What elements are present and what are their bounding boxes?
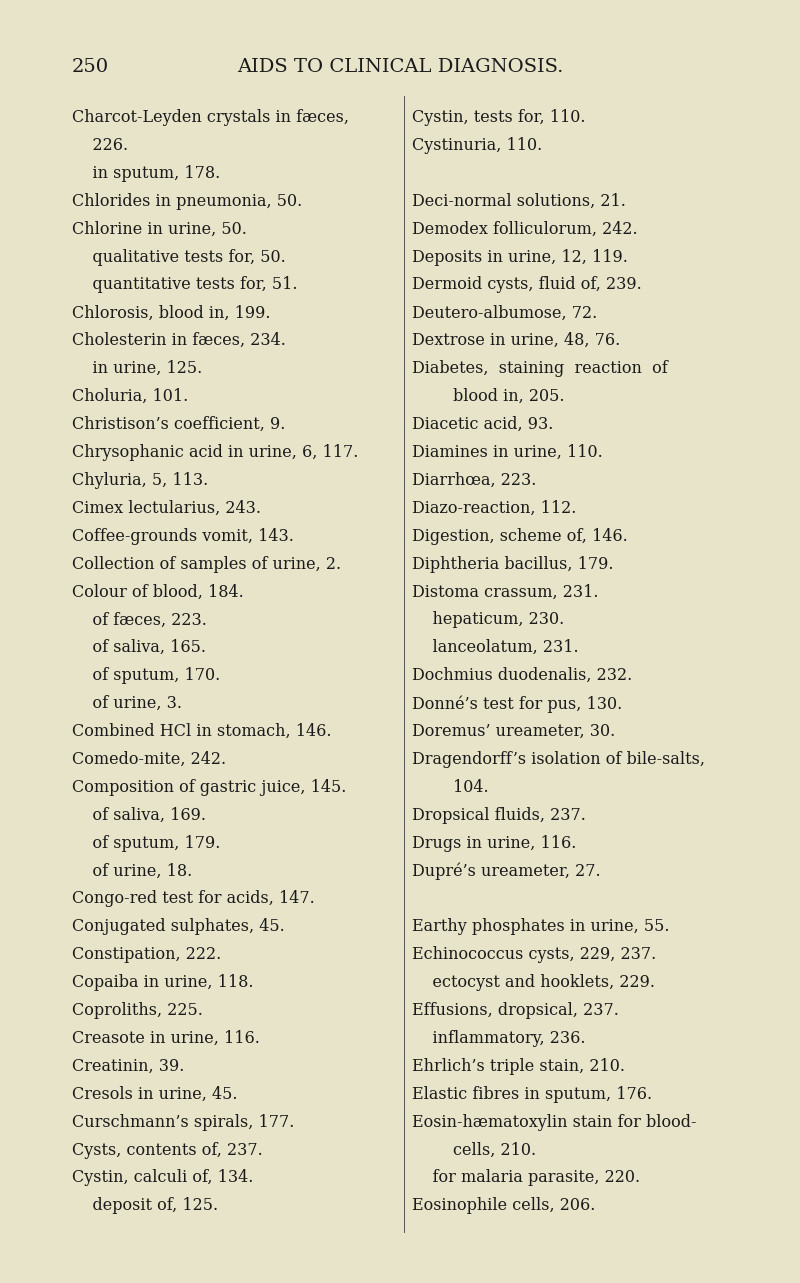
Text: Distoma crassum, 231.: Distoma crassum, 231. xyxy=(412,584,598,600)
Text: in sputum, 178.: in sputum, 178. xyxy=(72,164,220,182)
Text: qualitative tests for, 50.: qualitative tests for, 50. xyxy=(72,249,286,266)
Text: Charcot-Leyden crystals in fæces,: Charcot-Leyden crystals in fæces, xyxy=(72,109,349,126)
Text: ectocyst and hooklets, 229.: ectocyst and hooklets, 229. xyxy=(412,974,655,992)
Text: blood in, 205.: blood in, 205. xyxy=(412,387,565,405)
Text: Cystinuria, 110.: Cystinuria, 110. xyxy=(412,137,542,154)
Text: 250: 250 xyxy=(72,58,109,76)
Text: quantitative tests for, 51.: quantitative tests for, 51. xyxy=(72,277,298,294)
Text: Deci-normal solutions, 21.: Deci-normal solutions, 21. xyxy=(412,192,626,210)
Text: Digestion, scheme of, 146.: Digestion, scheme of, 146. xyxy=(412,527,628,545)
Text: Dextrose in urine, 48, 76.: Dextrose in urine, 48, 76. xyxy=(412,332,620,349)
Text: Diabetes,  staining  reaction  of: Diabetes, staining reaction of xyxy=(412,361,668,377)
Text: Christison’s coefficient, 9.: Christison’s coefficient, 9. xyxy=(72,416,286,434)
Text: Drugs in urine, 116.: Drugs in urine, 116. xyxy=(412,834,576,852)
Text: Eosin-hæmatoxylin stain for blood-: Eosin-hæmatoxylin stain for blood- xyxy=(412,1114,697,1130)
Text: Ehrlich’s triple stain, 210.: Ehrlich’s triple stain, 210. xyxy=(412,1057,625,1075)
Text: Chrysophanic acid in urine, 6, 117.: Chrysophanic acid in urine, 6, 117. xyxy=(72,444,358,461)
Text: Coffee-grounds vomit, 143.: Coffee-grounds vomit, 143. xyxy=(72,527,294,545)
Text: Composition of gastric juice, 145.: Composition of gastric juice, 145. xyxy=(72,779,346,795)
Text: Dermoid cysts, fluid of, 239.: Dermoid cysts, fluid of, 239. xyxy=(412,277,642,294)
Text: Chlorosis, blood in, 199.: Chlorosis, blood in, 199. xyxy=(72,304,270,322)
Text: Donné’s test for pus, 130.: Donné’s test for pus, 130. xyxy=(412,695,622,712)
Text: Congo-red test for acids, 147.: Congo-red test for acids, 147. xyxy=(72,890,314,907)
Text: 104.: 104. xyxy=(412,779,489,795)
Text: Dochmius duodenalis, 232.: Dochmius duodenalis, 232. xyxy=(412,667,632,684)
Text: Creasote in urine, 116.: Creasote in urine, 116. xyxy=(72,1030,260,1047)
Text: Diamines in urine, 110.: Diamines in urine, 110. xyxy=(412,444,602,461)
Text: Eosinophile cells, 206.: Eosinophile cells, 206. xyxy=(412,1197,595,1215)
Text: of sputum, 179.: of sputum, 179. xyxy=(72,834,220,852)
Text: Cystin, calculi of, 134.: Cystin, calculi of, 134. xyxy=(72,1169,254,1187)
Text: Elastic fibres in sputum, 176.: Elastic fibres in sputum, 176. xyxy=(412,1085,652,1103)
Text: Diazo-reaction, 112.: Diazo-reaction, 112. xyxy=(412,499,576,517)
Text: Comedo-mite, 242.: Comedo-mite, 242. xyxy=(72,751,226,769)
Text: of saliva, 169.: of saliva, 169. xyxy=(72,807,206,824)
Text: inflammatory, 236.: inflammatory, 236. xyxy=(412,1030,586,1047)
Text: deposit of, 125.: deposit of, 125. xyxy=(72,1197,218,1215)
Text: Cholesterin in fæces, 234.: Cholesterin in fæces, 234. xyxy=(72,332,286,349)
Text: of urine, 3.: of urine, 3. xyxy=(72,695,182,712)
Text: of saliva, 165.: of saliva, 165. xyxy=(72,639,206,657)
Text: of urine, 18.: of urine, 18. xyxy=(72,862,192,880)
Text: hepaticum, 230.: hepaticum, 230. xyxy=(412,611,564,629)
Text: Coproliths, 225.: Coproliths, 225. xyxy=(72,1002,203,1019)
Text: Chlorides in pneumonia, 50.: Chlorides in pneumonia, 50. xyxy=(72,192,302,210)
Text: Cimex lectularius, 243.: Cimex lectularius, 243. xyxy=(72,499,261,517)
Text: Creatinin, 39.: Creatinin, 39. xyxy=(72,1057,184,1075)
Text: Cresols in urine, 45.: Cresols in urine, 45. xyxy=(72,1085,238,1103)
Text: lanceolatum, 231.: lanceolatum, 231. xyxy=(412,639,578,657)
Text: Chyluria, 5, 113.: Chyluria, 5, 113. xyxy=(72,472,208,489)
Text: Echinococcus cysts, 229, 237.: Echinococcus cysts, 229, 237. xyxy=(412,946,656,964)
Text: Constipation, 222.: Constipation, 222. xyxy=(72,946,222,964)
Text: Cysts, contents of, 237.: Cysts, contents of, 237. xyxy=(72,1142,262,1159)
Text: Chlorine in urine, 50.: Chlorine in urine, 50. xyxy=(72,221,247,237)
Text: Combined HCl in stomach, 146.: Combined HCl in stomach, 146. xyxy=(72,722,331,740)
Text: Deutero-albumose, 72.: Deutero-albumose, 72. xyxy=(412,304,598,322)
Text: Diphtheria bacillus, 179.: Diphtheria bacillus, 179. xyxy=(412,556,614,572)
Text: for malaria parasite, 220.: for malaria parasite, 220. xyxy=(412,1169,640,1187)
Text: Dragendorff’s isolation of bile-salts,: Dragendorff’s isolation of bile-salts, xyxy=(412,751,705,769)
Text: Demodex folliculorum, 242.: Demodex folliculorum, 242. xyxy=(412,221,638,237)
Text: in urine, 125.: in urine, 125. xyxy=(72,361,202,377)
Text: AIDS TO CLINICAL DIAGNOSIS.: AIDS TO CLINICAL DIAGNOSIS. xyxy=(237,58,563,76)
Text: Diarrhœa, 223.: Diarrhœa, 223. xyxy=(412,472,536,489)
Text: Choluria, 101.: Choluria, 101. xyxy=(72,387,188,405)
Text: Copaiba in urine, 118.: Copaiba in urine, 118. xyxy=(72,974,254,992)
Text: Conjugated sulphates, 45.: Conjugated sulphates, 45. xyxy=(72,919,285,935)
Text: Colour of blood, 184.: Colour of blood, 184. xyxy=(72,584,244,600)
Text: Earthy phosphates in urine, 55.: Earthy phosphates in urine, 55. xyxy=(412,919,670,935)
Text: of sputum, 170.: of sputum, 170. xyxy=(72,667,220,684)
Text: Effusions, dropsical, 237.: Effusions, dropsical, 237. xyxy=(412,1002,619,1019)
Text: 226.: 226. xyxy=(72,137,128,154)
Text: cells, 210.: cells, 210. xyxy=(412,1142,536,1159)
Text: Dropsical fluids, 237.: Dropsical fluids, 237. xyxy=(412,807,586,824)
Text: Cystin, tests for, 110.: Cystin, tests for, 110. xyxy=(412,109,586,126)
Text: Dupré’s ureameter, 27.: Dupré’s ureameter, 27. xyxy=(412,862,601,880)
Text: Curschmann’s spirals, 177.: Curschmann’s spirals, 177. xyxy=(72,1114,294,1130)
Text: Collection of samples of urine, 2.: Collection of samples of urine, 2. xyxy=(72,556,341,572)
Text: Diacetic acid, 93.: Diacetic acid, 93. xyxy=(412,416,554,434)
Text: Deposits in urine, 12, 119.: Deposits in urine, 12, 119. xyxy=(412,249,628,266)
Text: of fæces, 223.: of fæces, 223. xyxy=(72,611,207,629)
Text: Doremus’ ureameter, 30.: Doremus’ ureameter, 30. xyxy=(412,722,615,740)
